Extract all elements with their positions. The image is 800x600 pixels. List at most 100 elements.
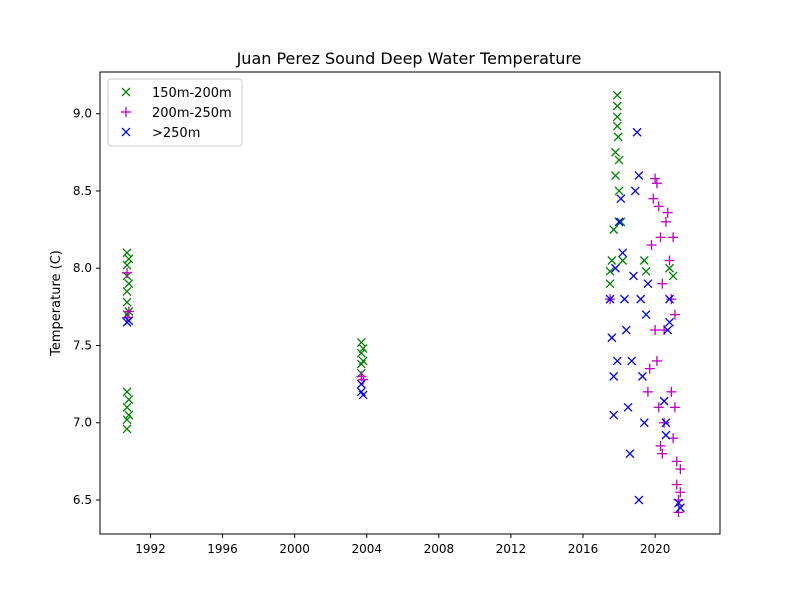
data-point-1-13 [651,355,662,366]
data-point-1-36 [675,487,686,498]
data-point-2-29 [659,396,669,406]
data-point-0-14 [124,410,134,420]
data-point-0-34 [616,217,626,227]
data-point-0-21 [605,266,615,276]
data-point-1-0 [122,267,133,278]
data-point-0-12 [122,424,132,434]
x-tick-label-3: 2004 [351,542,382,556]
y-tick-label-2: 7.5 [73,338,92,352]
x-tick-label-1: 1996 [207,542,238,556]
data-point-0-31 [613,132,623,142]
data-point-1-6 [642,386,653,397]
data-point-0-6 [124,254,134,264]
data-point-0-24 [609,225,619,235]
data-point-0-32 [614,155,624,165]
data-point-1-2 [123,306,134,317]
legend-marker-1 [121,107,131,117]
legend: 150m-200m 200m-250m >250m [107,78,243,147]
x-tick-label-6: 2016 [568,542,599,556]
data-point-1-26 [666,386,677,397]
data-point-2-25 [638,371,647,381]
data-point-0-23 [607,256,617,265]
y-tick-label-5: 9.0 [73,107,92,121]
data-point-0-22 [605,279,615,289]
data-point-0-16 [356,348,366,358]
data-point-2-20 [630,186,640,196]
data-point-0-1 [122,260,132,270]
data-point-1-35 [675,464,686,475]
data-point-2-26 [639,418,649,428]
data-point-2-22 [634,171,644,180]
data-point-2-17 [625,449,635,459]
y-axis: 6.5 7.0 7.5 8.0 8.5 9.0 [73,107,100,507]
data-point-2-7 [609,371,619,381]
data-point-0-4 [122,297,132,307]
data-point-1-25 [666,294,677,305]
x-tick-label-2: 2000 [279,542,310,556]
data-point-2-35 [674,498,684,508]
plot-marks [122,90,686,518]
data-point-0-19 [358,344,368,354]
x-tick-label-0: 1992 [135,542,166,556]
data-point-0-30 [612,112,622,122]
data-point-1-31 [671,456,682,467]
data-point-2-18 [627,356,637,366]
data-point-2-36 [675,503,685,513]
data-point-2-24 [636,294,646,304]
data-point-0-26 [611,147,620,157]
data-point-0-3 [122,286,132,296]
data-point-0-10 [122,402,132,412]
data-point-0-7 [124,279,134,289]
legend-box [107,78,243,147]
data-point-0-11 [122,415,132,425]
data-point-1-8 [646,240,657,251]
data-point-0-39 [668,271,678,281]
data-point-1-32 [671,479,682,490]
data-point-2-30 [661,418,671,428]
data-point-1-23 [662,207,673,218]
data-point-2-23 [634,495,644,505]
legend-label-2: >250m [152,126,200,141]
data-point-2-32 [663,325,673,335]
legend-marker-2 [121,127,131,137]
y-tick-label-3: 8.0 [73,261,92,275]
data-point-0-37 [641,266,651,276]
data-point-0-20 [358,356,368,366]
data-point-1-29 [669,309,680,320]
legend-label-1: 200m-250m [152,106,232,121]
data-point-0-38 [665,263,674,273]
data-point-0-0 [122,248,132,258]
legend-label-0: 150m-200m [152,86,232,101]
data-point-2-10 [612,356,622,366]
data-point-2-34 [665,317,674,327]
data-point-0-36 [639,256,649,265]
plot-frame [99,71,721,535]
data-point-1-22 [660,216,671,227]
data-point-2-33 [665,294,674,304]
series-1 [122,173,686,518]
data-point-2-15 [621,325,631,335]
data-point-2-13 [618,248,628,258]
data-point-2-4 [358,390,368,400]
data-point-1-1 [122,312,133,323]
y-tick-label-0: 6.5 [73,493,92,507]
data-point-2-6 [607,333,617,343]
data-point-2-31 [661,430,671,440]
x-tick-label-4: 2008 [424,542,455,556]
data-point-2-8 [609,410,619,420]
legend-marker-0 [121,87,131,97]
data-point-1-30 [669,402,680,413]
x-tick-label-5: 2012 [496,542,527,556]
data-point-1-27 [668,232,679,243]
data-point-1-18 [657,278,668,289]
data-point-2-28 [643,279,653,289]
data-point-0-13 [124,395,134,405]
y-axis-label: Temperature (C) [49,250,64,357]
data-point-0-29 [612,101,622,111]
data-point-2-27 [641,310,651,320]
data-point-2-14 [620,294,629,304]
data-point-2-19 [629,271,638,281]
data-point-2-16 [623,402,633,412]
data-point-0-35 [618,256,628,265]
data-point-2-5 [605,294,615,304]
